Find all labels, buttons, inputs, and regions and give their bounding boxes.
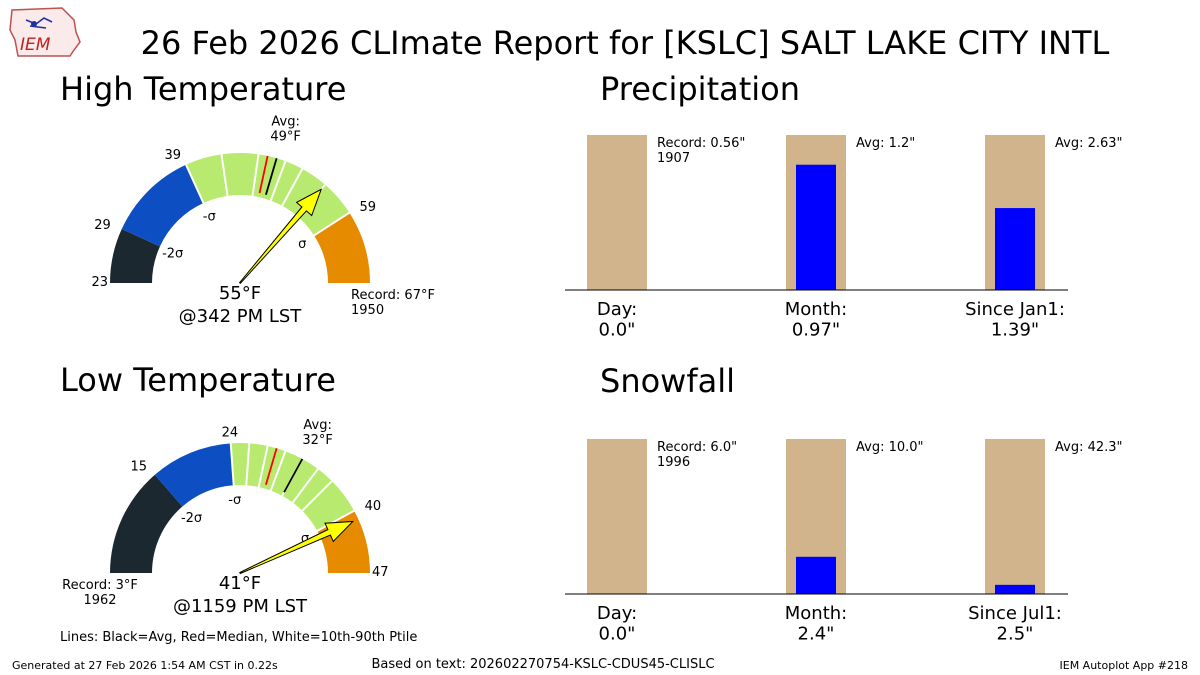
category-label: Day: 0.0" (597, 299, 637, 341)
tick-label: 59 (359, 200, 376, 215)
percentile-line (229, 443, 235, 486)
logo-text: IEM (20, 35, 51, 55)
record-label: Record: 3°F 1962 (62, 578, 138, 608)
avg-label: Avg: 49°F (270, 115, 301, 145)
bar-reference-label: Avg: 10.0" (856, 440, 924, 455)
bars-precipitation: Precipitation Record: 0.56" 1907 Day: 0.0" Av… (565, 70, 1123, 341)
gauge-title: High Temperature (60, 70, 346, 108)
category-label: Day: 0.0" (597, 603, 637, 645)
value-label: 41°F (219, 573, 261, 594)
percentile-line (316, 509, 355, 532)
bar-value (796, 164, 836, 290)
footer-based-on: Based on text: 202602270754-KSLC-CDUS45-… (371, 657, 714, 672)
gauge-title: Low Temperature (60, 361, 336, 399)
sigma-label: -σ (228, 493, 241, 508)
band-plus-1sigma (314, 212, 370, 283)
bar-reference-label: Record: 0.56" 1907 (657, 136, 745, 166)
bar-reference-label: Avg: 1.2" (856, 136, 915, 151)
iem-logo: IEM (9, 7, 81, 57)
bar-value (995, 584, 1035, 594)
percentile-line (245, 443, 251, 486)
bars-title: Snowfall (600, 362, 735, 400)
percentile-line (220, 154, 229, 197)
category-label: Month: 0.97" (785, 299, 847, 341)
bar-reference (587, 439, 647, 594)
footer-generated: Generated at 27 Feb 2026 1:54 AM CST in … (12, 659, 278, 672)
percentile-line (257, 445, 269, 488)
tick-label: 24 (222, 425, 239, 440)
tick-label: 23 (91, 275, 108, 290)
median-line (258, 155, 269, 194)
avg-line (265, 158, 278, 195)
tick-label: 29 (94, 218, 111, 233)
tick-label: 15 (130, 460, 147, 475)
avg-line (283, 458, 304, 493)
bar-value (796, 556, 836, 594)
footer-app: IEM Autoplot App #218 (1060, 659, 1189, 672)
bar-value (995, 208, 1035, 290)
bar-reference-label: Avg: 42.3" (1055, 440, 1123, 455)
percentile-line (291, 468, 319, 504)
percentile-line (301, 480, 333, 512)
percentile-line (269, 450, 287, 491)
tick-label: 40 (365, 499, 382, 514)
tick-label: 39 (164, 148, 181, 163)
band-normal (185, 152, 350, 236)
record-label: Record: 67°F 1950 (351, 288, 435, 318)
band-normal (230, 443, 355, 531)
gauge-low-temperature: Low Temperature 15 24 40 47 -2σ -σ σ Avg: 32°F Rec… (60, 361, 389, 617)
legend-lines-note: Lines: Black=Avg, Red=Median, White=10th… (60, 630, 417, 645)
percentile-line (185, 164, 205, 204)
value-label: 55°F (219, 283, 261, 304)
sigma-label: -σ (203, 210, 216, 225)
time-label: @1159 PM LST (173, 596, 308, 617)
sigma-label: σ (301, 532, 309, 547)
value-needle (238, 188, 323, 284)
sigma-label: -2σ (162, 246, 183, 261)
bars-snowfall: Snowfall Record: 6.0" 1996 Day: 0.0" Avg: 10.… (565, 362, 1123, 645)
time-label: @342 PM LST (179, 306, 303, 327)
percentile-line (281, 168, 304, 207)
percentile-line (251, 154, 260, 197)
bar-reference-label: Record: 6.0" 1996 (657, 440, 737, 470)
band-minus-2sigma (121, 164, 204, 247)
tick-label: 47 (372, 565, 389, 580)
gauge-high-temperature: High Temperature 23 29 39 59 -2σ -σ σ Avg: 49°F Re… (60, 70, 435, 327)
bar-reference-label: Avg: 2.63" (1055, 136, 1123, 151)
band-record-low (110, 474, 183, 573)
bars-title: Precipitation (600, 70, 800, 108)
avg-label: Avg: 32°F (302, 418, 333, 448)
band-record-low (110, 228, 160, 283)
percentile-line (313, 211, 350, 237)
band-minus-2sigma (154, 443, 234, 507)
bar-reference (985, 439, 1045, 594)
bar-reference (587, 135, 647, 290)
category-label: Since Jul1: 2.5" (968, 603, 1062, 645)
value-needle (239, 520, 355, 575)
percentile-line (269, 160, 287, 201)
figure-title: 26 Feb 2026 CLImate Report for [KSLC] SA… (141, 24, 1110, 62)
median-line (265, 448, 278, 485)
sigma-label: -2σ (181, 511, 202, 526)
category-label: Since Jan1: 1.39" (965, 299, 1065, 341)
category-label: Month: 2.4" (785, 603, 847, 645)
sigma-label: σ (298, 237, 306, 252)
